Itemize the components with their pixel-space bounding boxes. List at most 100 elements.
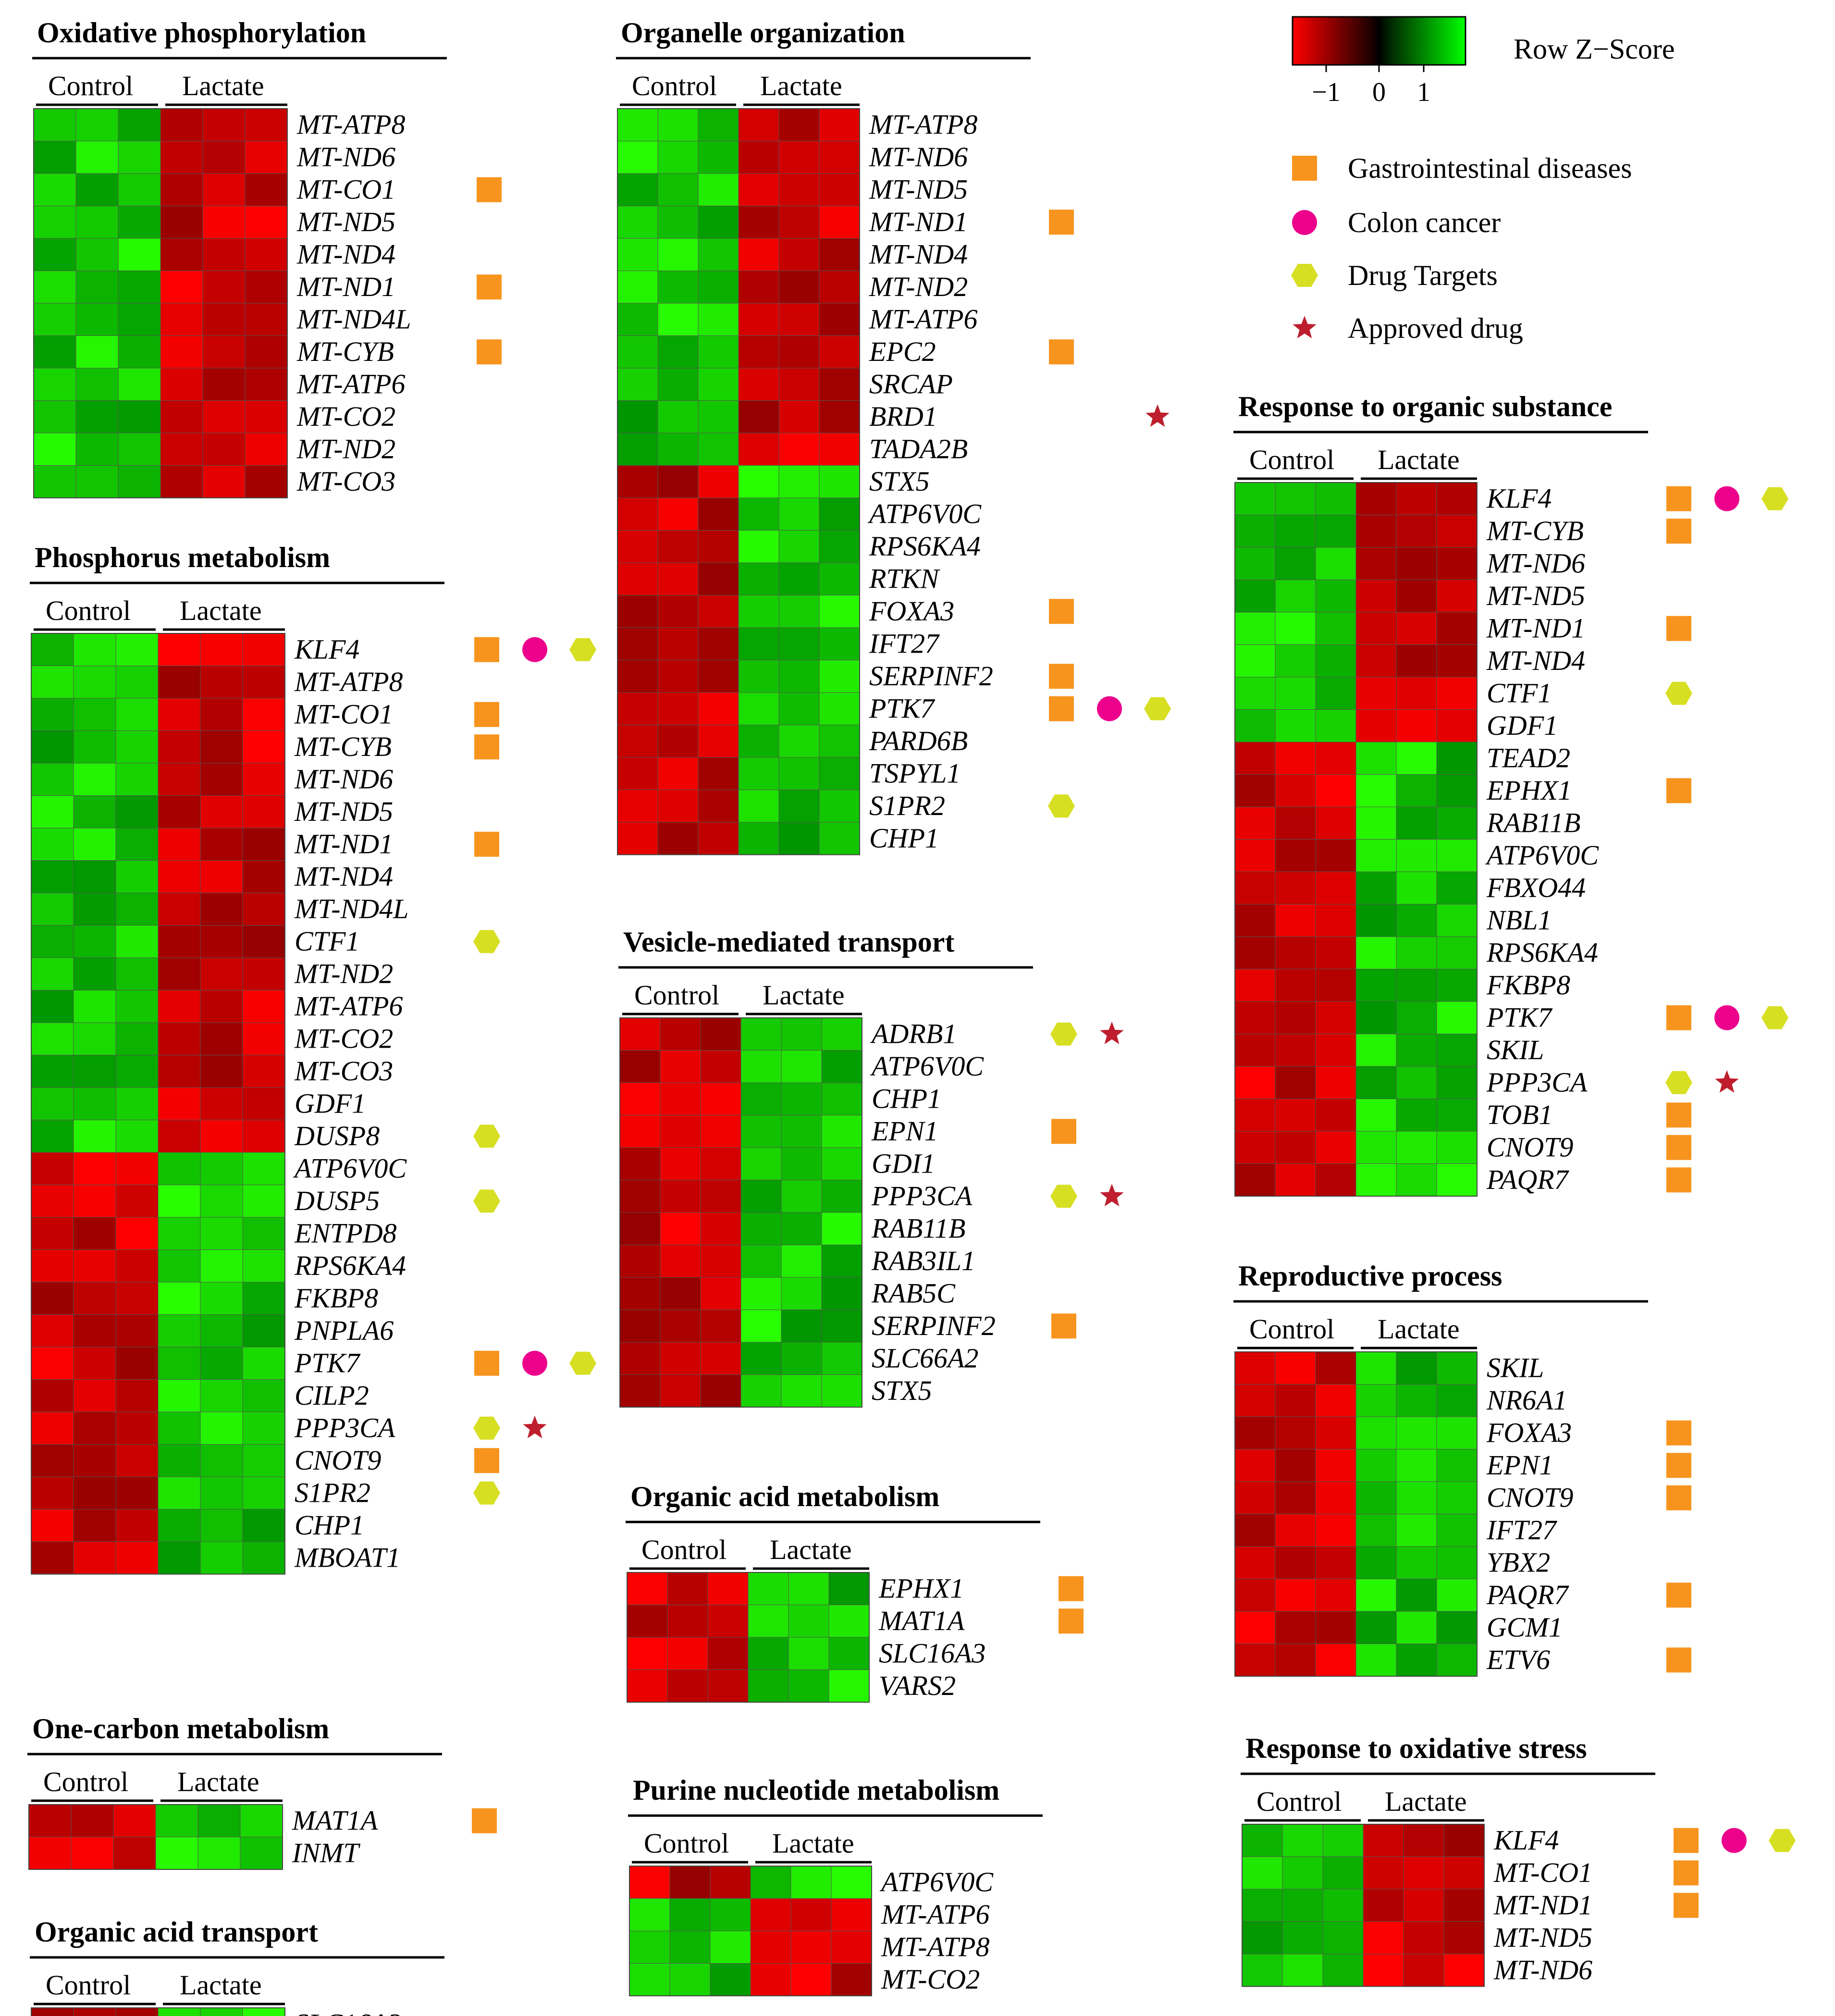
heatmap-cell [242, 1411, 285, 1445]
heatmap-cell [1275, 871, 1316, 904]
heatmap-cell [158, 1444, 201, 1477]
heatmap-cell [1436, 612, 1478, 645]
heatmap-cell [200, 1282, 243, 1315]
heatmap-cell [31, 1087, 74, 1120]
heatmap-cell [788, 1572, 829, 1605]
heatmap-cell [790, 1930, 832, 1964]
heatmap-cell [242, 666, 285, 699]
heatmap-cell [740, 1245, 782, 1278]
heatmap-cell [242, 1185, 285, 1218]
heatmap-border [1242, 1824, 1485, 1987]
heatmap-cell [245, 335, 288, 369]
heatmap-cell [1396, 969, 1437, 1002]
heatmap-cell [627, 1572, 668, 1605]
gene-label: ATP6V0C [293, 1153, 407, 1184]
gene-label: MT-ATP6 [881, 1899, 990, 1930]
heatmap-cell [1396, 1066, 1437, 1099]
group-label-lactate: Lactate [1378, 1313, 1460, 1345]
heatmap-cell [31, 1249, 74, 1283]
heatmap-cell [660, 1374, 701, 1408]
heatmap-cell [73, 763, 116, 796]
heatmap-cell [155, 1837, 198, 1870]
heatmap-cell [660, 1245, 701, 1278]
heatmap-cell [698, 238, 739, 271]
heatmap-cell [118, 271, 161, 304]
heatmap-cell [73, 990, 116, 1023]
group-label-lactate: Lactate [763, 979, 845, 1011]
group-label-control: Control [46, 1969, 131, 2001]
heatmap-cell [698, 627, 739, 660]
approved-drug-marker-icon [1293, 316, 1317, 339]
heatmap-cell [617, 660, 658, 693]
heatmap-cell [1242, 1856, 1283, 1890]
gastrointestinal-marker-icon [1666, 1005, 1691, 1030]
heatmap-cell [202, 238, 246, 271]
heatmap-cell [118, 335, 161, 369]
heatmap-cell [33, 303, 76, 336]
heatmap-cell [740, 1147, 782, 1180]
heatmap-cell [31, 1185, 74, 1218]
drug-target-marker-icon [1291, 264, 1318, 287]
gene-label: SLC16A3 [295, 2008, 401, 2016]
heatmap-cell [1396, 580, 1437, 613]
heatmap-cell [617, 206, 658, 239]
gene-label: CHP1 [872, 1083, 941, 1114]
gastrointestinal-marker-icon [1666, 1135, 1691, 1160]
heatmap-cell [1275, 515, 1316, 548]
heatmap-cell [31, 2007, 74, 2016]
heatmap-cell [73, 1411, 116, 1445]
heatmap-cell [118, 400, 161, 433]
group-label-lactate: Lactate [180, 595, 262, 626]
heatmap-cell [1396, 904, 1437, 937]
heatmap-cell [657, 368, 699, 401]
heatmap-cell [627, 1605, 668, 1638]
heatmap-cell [115, 1541, 159, 1574]
heatmap-cell [1436, 1449, 1478, 1482]
heatmap-cell [31, 1541, 74, 1574]
heatmap-cell [1396, 774, 1437, 807]
gene-label: MT-ATP8 [869, 109, 978, 140]
heatmap-cell [698, 790, 739, 823]
gene-label: MT-CO3 [296, 466, 395, 497]
heatmap-cell [160, 238, 203, 271]
heatmap-cell [1436, 644, 1478, 678]
heatmap-cell [1242, 1921, 1283, 1954]
gene-label: TADA2B [869, 433, 968, 465]
heatmap-cell [33, 368, 76, 401]
heatmap-cell [1443, 1954, 1485, 1987]
heatmap-cell [33, 238, 76, 271]
heatmap-cell [778, 725, 820, 758]
heatmap-cell [669, 1930, 711, 1964]
heatmap-cell [160, 141, 203, 174]
heatmap-cell [115, 892, 159, 926]
gene-label: GCM1 [1487, 1612, 1563, 1643]
gastrointestinal-marker-icon [1666, 486, 1691, 511]
heatmap-cell [160, 303, 203, 336]
heatmap-cell [781, 1147, 822, 1180]
heatmap-cell [31, 1379, 74, 1412]
heatmap-cell [31, 1476, 74, 1509]
heatmap-cell [821, 1212, 862, 1245]
heatmap-cell [1275, 1351, 1316, 1385]
panel-title: Organic acid metabolism [630, 1481, 939, 1512]
heatmap-cell [657, 660, 699, 693]
heatmap-cell [660, 1277, 701, 1310]
heatmap-cell [240, 1804, 283, 1837]
drug-target-marker-icon [1048, 794, 1075, 818]
heatmap-cell [619, 1147, 661, 1180]
heatmap-cell [1355, 1644, 1397, 1677]
heatmap-cell [1396, 1644, 1437, 1677]
zscore-tick-label: 0 [1372, 77, 1386, 107]
group-label-lactate: Lactate [180, 1969, 262, 2001]
heatmap-cell [738, 400, 779, 433]
heatmap-cell [778, 400, 820, 433]
heatmap-cell [1275, 969, 1316, 1002]
heatmap-cell [831, 1898, 872, 1931]
heatmap-cell [1315, 969, 1356, 1002]
group-label-control: Control [1256, 1786, 1342, 1817]
gene-label: KLF4 [1493, 1825, 1559, 1856]
heatmap-panel: Vesicle-mediated transport Control Lactate… [618, 926, 1124, 1408]
heatmap-cell [1355, 1514, 1397, 1547]
heatmap-cell [738, 692, 779, 725]
heatmap-cell [698, 465, 739, 498]
